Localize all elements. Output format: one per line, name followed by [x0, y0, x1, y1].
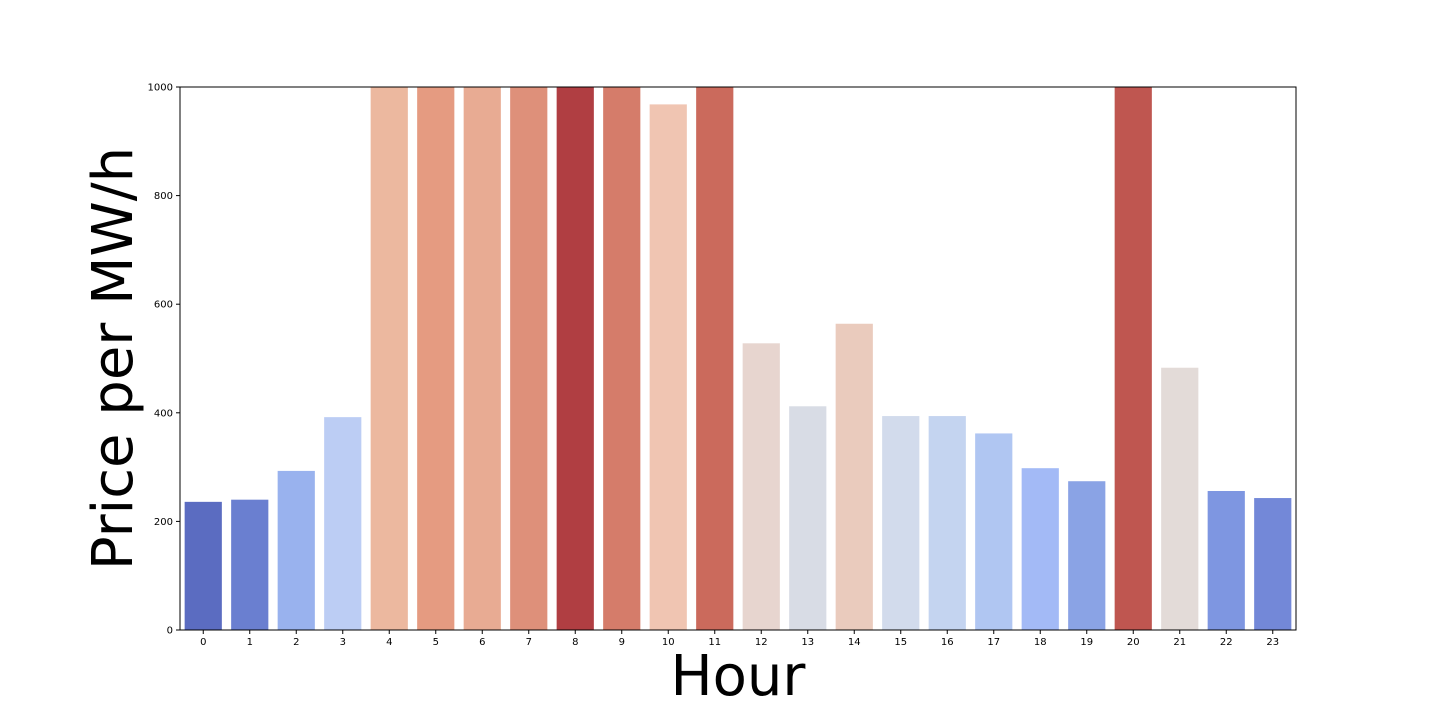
- x-tick-label: 7: [526, 637, 532, 648]
- bar-hour-17: [975, 433, 1013, 630]
- x-tick-label: 5: [433, 637, 439, 648]
- bar-hour-1: [231, 499, 269, 630]
- bar-hour-12: [742, 343, 780, 630]
- x-tick-label: 0: [200, 637, 206, 648]
- y-axis-title: Price per MW/h: [81, 147, 146, 570]
- bar-hour-19: [1068, 481, 1106, 630]
- x-tick-label: 14: [848, 637, 861, 648]
- bar-hour-0: [184, 501, 222, 630]
- x-tick-label: 10: [662, 637, 675, 648]
- bar-hour-3: [324, 417, 362, 630]
- x-tick-label: 23: [1266, 637, 1279, 648]
- plot-frame: [179, 86, 1297, 631]
- x-tick-label: 11: [708, 637, 721, 648]
- y-tick-label: 1000: [148, 83, 173, 94]
- x-axis-title: Hour: [671, 644, 807, 709]
- bar-hour-13: [789, 406, 827, 630]
- y-tick-label: 0: [167, 626, 173, 637]
- x-tick-label: 16: [941, 637, 954, 648]
- x-tick-label: 18: [1034, 637, 1047, 648]
- bar-hour-20: [1114, 87, 1152, 630]
- x-tick-label: 22: [1220, 637, 1233, 648]
- bar-hour-23: [1254, 498, 1292, 630]
- bars-group: [184, 87, 1292, 630]
- bar-hour-5: [417, 87, 455, 630]
- bar-hour-21: [1161, 367, 1199, 630]
- y-tick-label: 800: [154, 191, 173, 202]
- y-tick-label: 200: [154, 517, 173, 528]
- x-tick-label: 3: [340, 637, 346, 648]
- bar-hour-22: [1207, 490, 1245, 630]
- x-tick-label: 19: [1080, 637, 1093, 648]
- x-tick-label: 21: [1173, 637, 1186, 648]
- bar-hour-4: [370, 87, 408, 630]
- x-tick-label: 20: [1127, 637, 1140, 648]
- y-tick-label: 400: [154, 408, 173, 419]
- x-tick-label: 12: [755, 637, 768, 648]
- bar-hour-15: [882, 416, 920, 630]
- x-tick-label: 2: [293, 637, 299, 648]
- bar-hour-6: [463, 87, 501, 630]
- bar-hour-2: [277, 470, 315, 630]
- y-tick-label: 600: [154, 300, 173, 311]
- bar-hour-18: [1021, 468, 1059, 630]
- x-tick-label: 6: [479, 637, 485, 648]
- bar-hour-11: [696, 87, 734, 630]
- x-tick-label: 4: [386, 637, 392, 648]
- bar-hour-7: [510, 87, 548, 630]
- x-tick-label: 8: [572, 637, 578, 648]
- bar-hour-14: [835, 323, 873, 630]
- bar-hour-10: [649, 104, 687, 630]
- x-tick-label: 13: [801, 637, 814, 648]
- bar-hour-16: [928, 416, 966, 630]
- x-tick-label: 15: [894, 637, 907, 648]
- x-axis: 0 1 2 3 4 5 6 7 8 9 10 11 12 13 14 15 16 17 18 19 20 21 22 23: [200, 630, 1279, 648]
- x-tick-label: 17: [987, 637, 1000, 648]
- bar-hour-8: [556, 87, 594, 630]
- bar-hour-9: [603, 87, 641, 630]
- y-axis: 0 200 400 600 800 1000: [148, 83, 180, 637]
- x-tick-label: 9: [619, 637, 625, 648]
- x-tick-label: 1: [247, 637, 253, 648]
